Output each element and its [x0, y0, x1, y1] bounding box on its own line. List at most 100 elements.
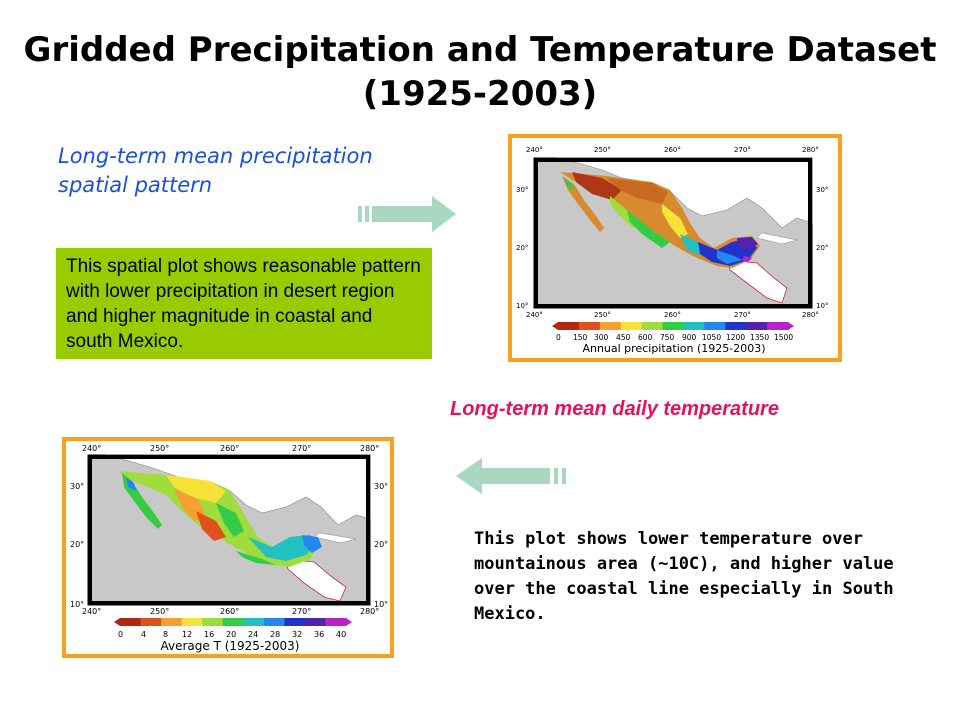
precip-lon-ticks-top: 240° 250° 260° 270° 280°: [526, 146, 819, 154]
precip-colorbar: [558, 322, 789, 330]
precip-scale-tick: 1500: [774, 333, 793, 342]
temp-scale-tick: 24: [248, 630, 258, 639]
temp-scale-tick: 28: [270, 630, 280, 639]
precip-map-frame: 240° 250° 260° 270° 280° 240° 250° 260° …: [508, 134, 842, 362]
left-arrow-icon: [456, 458, 566, 494]
precip-lat-tick: 20°: [516, 244, 528, 252]
temp-map: 240° 250° 260° 270° 280° 240° 250° 260° …: [70, 444, 388, 653]
temp-scale-ticks: 0 4 8 12 16 20 24 28 32 36 40: [118, 630, 346, 639]
slide-title-line1: Gridded Precipitation and Temperature Da…: [23, 30, 937, 70]
temp-scale-tick: 20: [226, 630, 236, 639]
precip-heading-line2: spatial pattern: [58, 173, 213, 197]
precip-heading: Long-term mean precipitation spatial pat…: [58, 142, 373, 200]
precip-scale-tick: 300: [594, 333, 609, 342]
temp-scale-tick: 36: [314, 630, 324, 639]
temp-scale-tick: 12: [182, 630, 192, 639]
precip-scale-tick: 1350: [750, 333, 769, 342]
temp-colorbar: [120, 618, 347, 626]
precip-scale-tick: 1200: [726, 333, 745, 342]
temp-lon-tick: 240°: [82, 607, 101, 616]
precip-colorbar-segment: [599, 322, 622, 330]
temp-lat-tick: 20°: [70, 540, 84, 549]
temp-lon-tick: 280°: [360, 607, 379, 616]
precip-lon-tick: 280°: [802, 311, 819, 319]
temp-colorbar-segment: [243, 618, 265, 626]
temp-colorbar-segment: [181, 618, 203, 626]
precip-colorbar-segment: [578, 322, 601, 330]
temp-scale-tick: 16: [204, 630, 214, 639]
temp-lon-tick: 270°: [292, 444, 311, 453]
temp-lon-tick: 240°: [82, 444, 101, 453]
precip-lon-tick: 280°: [802, 146, 819, 154]
precip-colorbar-segment: [746, 322, 768, 330]
temp-lat-tick: 30°: [374, 482, 388, 491]
precip-lat-tick: 10°: [816, 302, 828, 310]
temp-lon-ticks-bottom: 240° 250° 260° 270° 280°: [82, 607, 379, 616]
right-arrow-icon: [358, 196, 456, 232]
temp-note: This plot shows lower temperature over m…: [474, 529, 894, 624]
temp-lat-tick: 10°: [374, 600, 388, 609]
precip-colorbar-segment: [683, 322, 705, 330]
precip-heading-line1: Long-term mean precipitation: [58, 144, 373, 168]
precip-colorbar-segment: [662, 322, 684, 330]
temp-colorbar-segment: [120, 618, 142, 626]
temp-scale-tick: 0: [118, 630, 123, 639]
precip-lat-tick: 20°: [816, 244, 828, 252]
temp-lat-tick: 10°: [70, 600, 84, 609]
precip-colorbar-segment: [620, 322, 643, 330]
temp-map-frame: 240° 250° 260° 270° 280° 240° 250° 260° …: [62, 437, 394, 658]
precip-colorbar-segment: [767, 322, 789, 330]
precip-note: This spatial plot shows reasonable patte…: [56, 248, 432, 359]
precip-lat-tick: 10°: [516, 302, 528, 310]
temp-scale-tick: 40: [336, 630, 346, 639]
precip-scale-tick: 900: [682, 333, 697, 342]
precip-colorbar-segment: [725, 322, 747, 330]
precip-colorbar-segment: [558, 322, 580, 330]
precip-scale-tick: 1050: [702, 333, 721, 342]
slide-title-line2: (1925-2003): [362, 74, 598, 114]
precip-lon-tick: 260°: [664, 146, 681, 154]
temp-lon-tick: 260°: [220, 607, 239, 616]
temp-colorbar-segment: [284, 618, 306, 626]
precip-scale-tick: 0: [556, 333, 561, 342]
temp-colorbar-segment: [304, 618, 326, 626]
precip-scale-tick: 450: [616, 333, 631, 342]
precip-lon-tick: 240°: [526, 311, 543, 319]
precip-scale-tick: 150: [573, 333, 588, 342]
temp-scale-tick: 4: [141, 630, 146, 639]
temp-colorbar-segment: [161, 618, 183, 626]
temp-lat-tick: 20°: [374, 540, 388, 549]
temp-lat-ticks: 30° 20° 10° 30° 20° 10°: [70, 482, 388, 609]
temp-lon-tick: 260°: [220, 444, 239, 453]
precip-lon-tick: 250°: [594, 146, 611, 154]
precip-scale-tick: 750: [660, 333, 675, 342]
precip-colorbar-segment: [641, 322, 664, 330]
precip-lon-tick: 270°: [734, 311, 751, 319]
precip-map: 240° 250° 260° 270° 280° 240° 250° 260° …: [516, 146, 828, 355]
temp-lon-tick: 270°: [292, 607, 311, 616]
precip-scale-tick: 600: [638, 333, 653, 342]
precip-lon-tick: 270°: [734, 146, 751, 154]
precip-lat-tick: 30°: [816, 186, 828, 194]
temp-lon-ticks-top: 240° 250° 260° 270° 280°: [82, 444, 379, 453]
temp-lon-tick: 280°: [360, 444, 379, 453]
precip-lon-tick: 260°: [664, 311, 681, 319]
temp-colorbar-segment: [263, 618, 285, 626]
temp-scale-title: Average T (1925-2003): [160, 639, 299, 653]
temp-heading: Long-term mean daily temperature: [450, 398, 779, 420]
temp-mexico-field: [118, 471, 322, 567]
slide-title: Gridded Precipitation and Temperature Da…: [0, 28, 960, 116]
precip-lat-ticks: 30° 20° 10° 30° 20° 10°: [516, 186, 828, 310]
precip-colorbar-segment: [704, 322, 726, 330]
precip-scale-title: Annual precipitation (1925-2003): [582, 342, 765, 355]
temp-colorbar-segment: [325, 618, 347, 626]
precip-lon-tick: 250°: [594, 311, 611, 319]
temp-lon-tick: 250°: [150, 607, 169, 616]
temp-colorbar-segment: [222, 618, 244, 626]
precip-lat-tick: 30°: [516, 186, 528, 194]
precip-lon-ticks-bottom: 240° 250° 260° 270° 280°: [526, 311, 819, 319]
temp-lat-tick: 30°: [70, 482, 84, 491]
temp-scale-tick: 32: [292, 630, 302, 639]
precip-mexico-field: [560, 172, 760, 268]
precip-scale-ticks: 0 150 300 450 600 750 900 1050 1200 1350…: [556, 333, 793, 342]
